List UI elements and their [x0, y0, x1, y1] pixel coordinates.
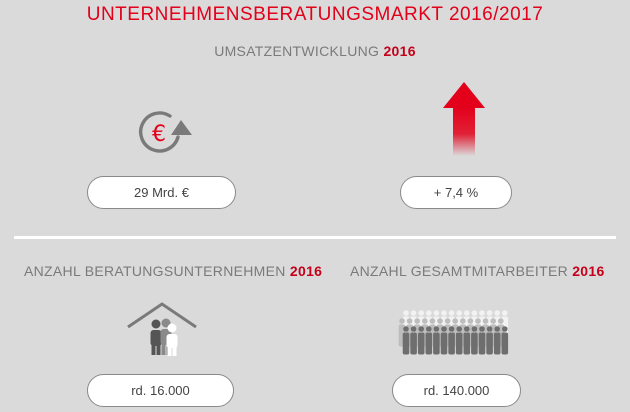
euro-cycle-icon: €: [139, 111, 192, 153]
crowd-person: [433, 326, 440, 355]
revenue-value-pill: 29 Mrd. €: [87, 176, 236, 209]
house-people-icon: [127, 302, 197, 356]
crowd-person: [402, 326, 410, 355]
section-divider: [14, 236, 616, 239]
companies-heading: ANZAHL BERATUNGSUNTERNEHMEN 2016: [24, 263, 322, 279]
crowd-person: [410, 326, 417, 355]
revenue-heading-label: UMSATZENTWICKLUNG: [214, 43, 380, 59]
growth-value-pill: + 7,4 %: [400, 176, 512, 209]
companies-heading-year: 2016: [289, 263, 323, 279]
crowd-person: [440, 326, 448, 355]
crowd-person: [463, 326, 471, 355]
revenue-heading: UMSATZENTWICKLUNG 2016: [0, 43, 630, 59]
crowd-person: [417, 326, 425, 355]
crowd-person: [478, 326, 486, 355]
svg-text:€: €: [152, 122, 166, 147]
crowd-person: [448, 326, 455, 355]
employees-value-pill: rd. 140.000: [392, 374, 521, 407]
employees-heading-year: 2016: [572, 263, 605, 279]
crowd-icon: [398, 310, 509, 355]
companies-value-pill: rd. 16.000: [87, 374, 234, 407]
employees-heading: ANZAHL GESAMTMITARBEITER 2016: [350, 263, 605, 279]
crowd-person: [501, 326, 509, 355]
crowd-person: [455, 326, 463, 355]
crowd-person: [425, 326, 433, 355]
revenue-heading-year: 2016: [383, 43, 416, 59]
companies-heading-label: ANZAHL BERATUNGSUNTERNEHMEN: [24, 263, 286, 279]
crowd-person: [486, 326, 493, 355]
crowd-person: [471, 326, 478, 355]
page-title: UNTERNEHMENSBERATUNGSMARKT 2016/2017: [86, 4, 544, 25]
employees-heading-label: ANZAHL GESAMTMITARBEITER: [350, 263, 568, 279]
up-arrow-icon: [443, 82, 485, 156]
crowd-person: [493, 326, 501, 355]
